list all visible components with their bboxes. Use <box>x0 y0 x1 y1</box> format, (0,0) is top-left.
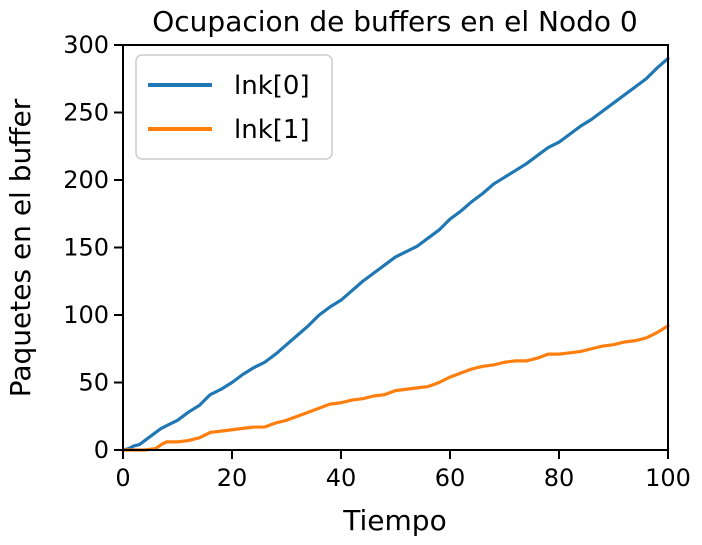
y-tick-label: 300 <box>63 31 109 59</box>
y-tick-label: 200 <box>63 166 109 194</box>
x-tick-label: 60 <box>435 464 466 492</box>
series-layer <box>121 56 670 452</box>
x-axis-title: Tiempo <box>342 504 446 537</box>
x-tick-label: 40 <box>326 464 357 492</box>
x-tick-label: 80 <box>544 464 575 492</box>
y-tick-label: 250 <box>63 99 109 127</box>
legend-box <box>135 54 333 160</box>
series-line-lnk1 <box>121 324 670 452</box>
y-axis-title: Paquetes en el buffer <box>4 98 37 397</box>
legend-label-lnk0: lnk[0] <box>234 71 310 101</box>
chart-title: Ocupacion de buffers en el Nodo 0 <box>152 5 637 38</box>
x-tick-label: 0 <box>115 464 130 492</box>
x-axis: 0 20 40 60 80 100 <box>115 450 691 492</box>
y-tick-label: 150 <box>63 234 109 262</box>
x-tick-label: 20 <box>217 464 248 492</box>
y-axis: 0 50 100 150 200 250 300 <box>63 31 123 464</box>
y-tick-label: 0 <box>94 436 109 464</box>
y-tick-label: 50 <box>78 369 109 397</box>
x-tick-label: 100 <box>645 464 691 492</box>
legend: lnk[0] lnk[1] <box>135 54 333 160</box>
y-tick-label: 100 <box>63 301 109 329</box>
legend-label-lnk1: lnk[1] <box>234 115 310 145</box>
series-line-lnk0 <box>121 56 670 452</box>
